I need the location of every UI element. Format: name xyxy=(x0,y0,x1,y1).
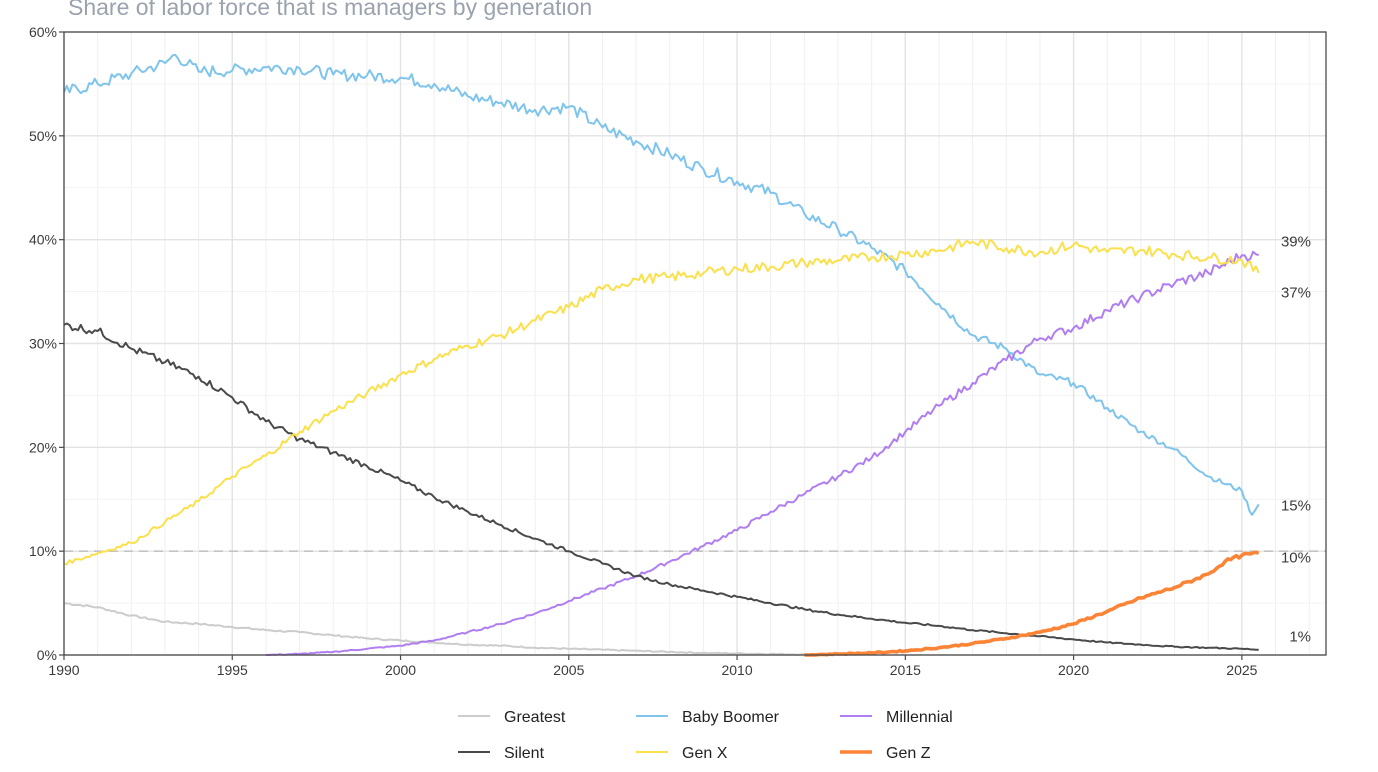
x-tick-label: 1990 xyxy=(48,662,79,678)
x-tick-label: 1995 xyxy=(217,662,248,678)
grid xyxy=(63,31,1326,656)
series-line-gen-x xyxy=(63,238,1260,566)
legend-item: Millennial xyxy=(840,709,953,726)
legend-label: Baby Boomer xyxy=(682,709,780,726)
series-line-silent xyxy=(63,322,1259,651)
y-tick-label: 40% xyxy=(29,232,57,248)
legend-label: Gen Z xyxy=(886,745,931,762)
x-tick-label: 2000 xyxy=(385,662,416,678)
y-tick-label: 20% xyxy=(29,439,57,455)
end-value-label: 15% xyxy=(1281,497,1311,514)
legend-label: Millennial xyxy=(886,709,953,726)
series-lines xyxy=(63,53,1260,657)
x-tick-label: 2025 xyxy=(1226,662,1257,678)
legend: Greatest Baby Boomer Millennial Silent Gen X… xyxy=(458,709,953,762)
legend-label: Silent xyxy=(504,745,545,762)
y-tick-label: 10% xyxy=(29,543,57,559)
x-tick-label: 2010 xyxy=(721,662,752,678)
y-tick-label: 30% xyxy=(29,336,57,352)
legend-label: Gen X xyxy=(682,745,728,762)
x-tick-label: 2020 xyxy=(1058,662,1089,678)
legend-item: Gen X xyxy=(636,745,728,762)
y-tick-label: 60% xyxy=(29,24,57,40)
y-tick-label: 0% xyxy=(37,647,57,663)
legend-item: Silent xyxy=(458,745,545,762)
legend-item: Baby Boomer xyxy=(636,709,780,726)
end-labels: 39% 37% 15% 10% 1% xyxy=(1281,234,1311,646)
legend-item: Greatest xyxy=(458,709,566,726)
end-value-label: 37% xyxy=(1281,285,1311,302)
y-tick-label: 50% xyxy=(29,128,57,144)
series-line-millennial xyxy=(265,250,1260,656)
chart-title: Share of labor force that is managers by… xyxy=(68,0,593,20)
end-value-label: 39% xyxy=(1281,234,1311,251)
x-tick-label: 2015 xyxy=(890,662,921,678)
end-value-label: 10% xyxy=(1281,549,1311,566)
legend-label: Greatest xyxy=(504,709,566,726)
series-line-greatest xyxy=(63,602,839,656)
series-line-baby-boomer xyxy=(63,53,1260,516)
series-line-gen-z xyxy=(804,550,1260,657)
x-tick-label: 2005 xyxy=(553,662,584,678)
legend-item: Gen Z xyxy=(840,745,931,762)
end-value-label: 1% xyxy=(1289,628,1311,645)
axes: 0% 10% 20% 30% 40% 50% 60% 1990 1995 2000 2005 2010… xyxy=(29,24,1258,678)
